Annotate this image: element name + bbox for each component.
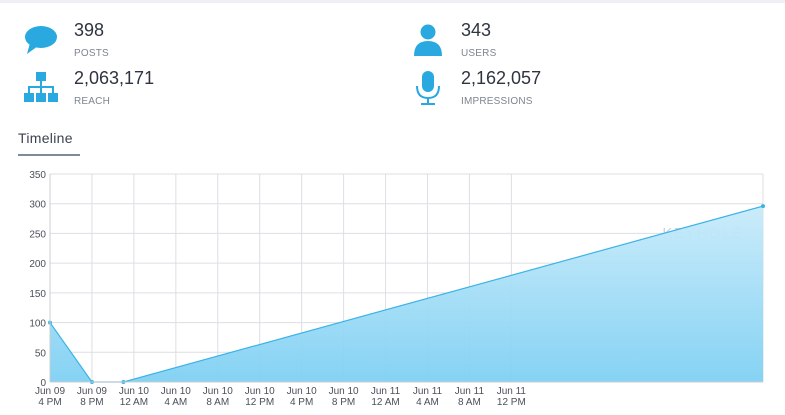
x-tick-label: 12 AM — [371, 397, 399, 408]
y-tick-label: 300 — [29, 200, 46, 211]
y-tick-label: 50 — [35, 348, 47, 359]
x-tick-label: Jun 10 — [287, 386, 317, 397]
x-tick-label: Jun 10 — [161, 386, 191, 397]
x-tick-label: 8 PM — [332, 397, 355, 408]
x-tick-label: Jun 10 — [119, 386, 149, 397]
user-icon — [414, 24, 442, 56]
x-tick-label: 4 AM — [416, 397, 439, 408]
posts-label: POSTS — [74, 48, 109, 59]
x-tick-label: 12 PM — [497, 397, 526, 408]
reach-value: 2,063,171 — [74, 68, 155, 88]
users-label: USERS — [461, 48, 497, 59]
x-tick-label: Jun 10 — [329, 386, 359, 397]
y-tick-label: 250 — [29, 229, 46, 240]
y-tick-label: 200 — [29, 259, 46, 270]
x-tick-label: 12 AM — [120, 397, 148, 408]
impressions-value: 2,162,057 — [461, 68, 542, 88]
x-tick-label: 4 AM — [164, 397, 187, 408]
microphone-icon — [416, 71, 440, 105]
impressions-label: IMPRESSIONS — [461, 96, 533, 107]
x-tick-label: Jun 11 — [497, 386, 527, 397]
y-tick-label: 150 — [29, 289, 46, 300]
x-tick-label: 8 AM — [206, 397, 229, 408]
chat-bubble-icon — [25, 26, 57, 54]
x-tick-label: 8 AM — [458, 397, 481, 408]
reach-label: REACH — [74, 96, 111, 107]
x-tick-label: Jun 10 — [203, 386, 233, 397]
data-point — [761, 204, 765, 209]
x-tick-label: Jun 10 — [245, 386, 275, 397]
x-tick-label: 4 PM — [38, 397, 61, 408]
x-tick-label: Jun 11 — [371, 386, 401, 397]
series-area — [50, 206, 763, 382]
x-tick-label: 12 PM — [245, 397, 274, 408]
top-divider — [0, 0, 785, 3]
section-underline — [18, 154, 80, 156]
users-value: 343 — [461, 20, 492, 40]
x-tick-label: Jun 11 — [413, 386, 443, 397]
y-tick-label: 0 — [40, 378, 46, 389]
section-title: Timeline — [18, 130, 73, 146]
x-tick-label: Jun 09 — [77, 386, 107, 397]
network-tree-icon — [24, 72, 58, 102]
x-tick-label: Jun 11 — [455, 386, 485, 397]
x-tick-label: 4 PM — [290, 397, 313, 408]
posts-value: 398 — [74, 20, 105, 40]
y-tick-label: 100 — [29, 319, 46, 330]
y-tick-label: 350 — [29, 170, 46, 181]
x-tick-label: Jun 09 — [35, 386, 65, 397]
x-tick-label: 8 PM — [80, 397, 103, 408]
